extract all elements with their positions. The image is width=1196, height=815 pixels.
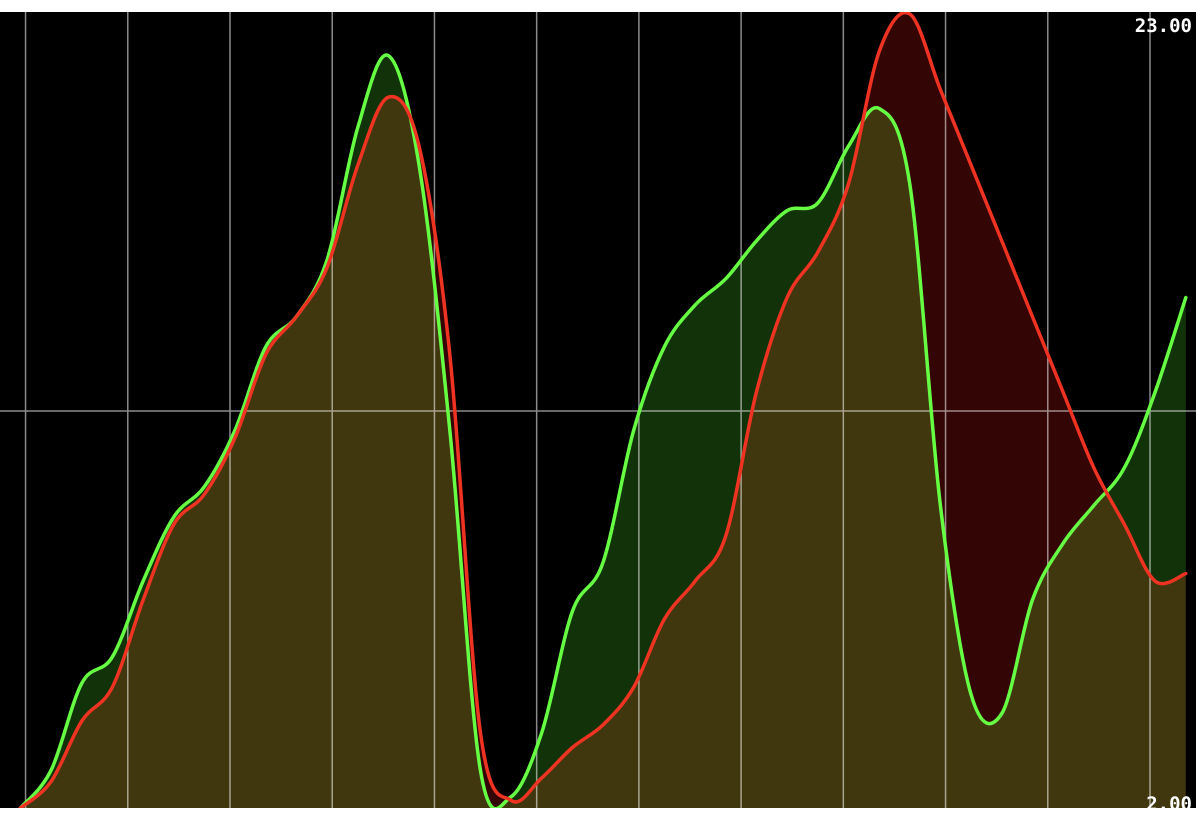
y-max-label: 23.00	[1134, 15, 1192, 37]
y-min-label: 2.00	[1146, 793, 1192, 815]
series-area-1	[20, 12, 1186, 808]
series-lines	[18, 12, 1188, 808]
chart-area: 23.00 2.00	[0, 12, 1196, 814]
series-fills	[20, 12, 1186, 808]
series-line-1	[18, 12, 1188, 808]
series-line-0	[18, 53, 1188, 808]
chart-plot	[0, 12, 1196, 808]
